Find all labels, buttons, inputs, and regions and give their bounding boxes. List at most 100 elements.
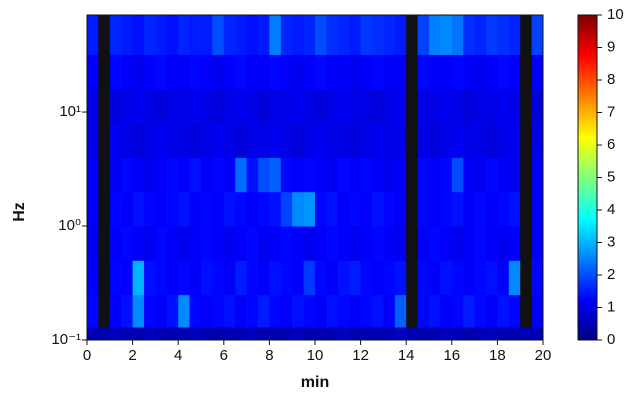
heatmap-cell: [497, 327, 510, 341]
heatmap-cell: [440, 191, 453, 227]
heatmap-cell: [201, 226, 213, 261]
heatmap-cell: [166, 294, 179, 328]
colorbar-step: [578, 323, 597, 328]
heatmap-cell: [372, 123, 384, 158]
heatmap-cell: [508, 123, 521, 158]
heatmap-cell: [474, 88, 487, 124]
heatmap-cell: [315, 54, 327, 90]
heatmap-cell: [349, 294, 362, 328]
heatmap-cell: [109, 88, 122, 124]
heatmap-cell: [429, 15, 441, 55]
heatmap-cell: [280, 54, 293, 90]
colorbar-step: [578, 119, 597, 123]
heatmap-cell: [508, 260, 521, 296]
heatmap-cell: [212, 54, 225, 90]
heatmap-cell: [235, 260, 248, 296]
heatmap-cell: [394, 54, 407, 90]
colorbar-step: [578, 112, 597, 117]
colorbar-step: [578, 106, 597, 110]
colorbar-step: [578, 252, 597, 256]
colorbar-step: [578, 223, 597, 227]
x-tick-label: 10: [307, 347, 324, 364]
colorbar-step: [578, 216, 597, 221]
heatmap-cell: [223, 88, 236, 124]
heatmap-cell: [383, 123, 396, 158]
colorbar-step: [578, 229, 597, 234]
colorbar-step: [578, 31, 597, 35]
heatmap-cell: [486, 327, 498, 341]
heatmap-cell: [394, 260, 407, 296]
heatmap-cell: [178, 226, 191, 261]
colorbar-step: [578, 115, 597, 120]
heatmap-cell: [280, 327, 293, 341]
colorbar-step: [578, 180, 597, 185]
colorbar-step: [578, 297, 597, 302]
heatmap-cell: [132, 54, 145, 90]
heatmap-cell: [212, 88, 225, 124]
heatmap-cell: [201, 260, 213, 296]
heatmap-cell: [463, 327, 476, 341]
heatmap-cell: [280, 123, 293, 158]
heatmap-cell: [258, 123, 270, 158]
heatmap-cell: [360, 88, 373, 124]
heatmap-cell: [189, 294, 202, 328]
heatmap-cell: [349, 226, 362, 261]
heatmap-cell: [463, 157, 476, 193]
heatmap-cell: [474, 123, 487, 158]
heatmap-cell: [303, 226, 316, 261]
heatmap-cell: [417, 123, 430, 158]
colorbar-tick-label: 9: [607, 38, 615, 55]
heatmap-cell: [474, 15, 487, 55]
colorbar-tick-label: 6: [607, 136, 615, 153]
colorbar-step: [578, 333, 597, 338]
heatmap-cell: [474, 226, 487, 261]
colorbar-step: [578, 89, 597, 94]
heatmap-cell: [417, 226, 430, 261]
heatmap-cell: [520, 260, 533, 296]
heatmap-cell: [166, 15, 179, 55]
heatmap-cell: [303, 191, 316, 227]
heatmap-cell: [201, 123, 213, 158]
heatmap-cell: [315, 191, 327, 227]
heatmap-cell: [372, 157, 384, 193]
heatmap-cell: [429, 157, 441, 193]
heatmap-cell: [383, 294, 396, 328]
heatmap-cell: [166, 88, 179, 124]
heatmap-cell: [98, 260, 111, 296]
colorbar-step: [578, 206, 597, 211]
heatmap-cell: [235, 88, 248, 124]
heatmap-cell: [406, 54, 419, 90]
colorbar-step: [578, 284, 597, 289]
heatmap-cell: [429, 191, 441, 227]
heatmap-cell: [109, 226, 122, 261]
heatmap-cell: [531, 226, 544, 261]
heatmap-cell: [121, 260, 134, 296]
heatmap-cell: [417, 327, 430, 341]
x-tick-label: 6: [220, 347, 228, 364]
heatmap-cell: [406, 15, 419, 55]
colorbar-step: [578, 200, 597, 204]
colorbar-step: [578, 67, 597, 71]
heatmap-cell: [383, 88, 396, 124]
heatmap-cell: [223, 294, 236, 328]
x-tick-label: 4: [174, 347, 182, 364]
colorbar-step: [578, 50, 597, 55]
heatmap-cell: [87, 260, 99, 296]
heatmap-cell: [109, 191, 122, 227]
colorbar-step: [578, 193, 597, 198]
heatmap-cell: [246, 54, 259, 90]
heatmap-cell: [132, 123, 145, 158]
heatmap-cell: [132, 191, 145, 227]
colorbar-step: [578, 177, 597, 182]
colorbar-step: [578, 154, 597, 159]
heatmap-cell: [258, 226, 270, 261]
colorbar-step: [578, 314, 597, 318]
heatmap-cell: [531, 191, 544, 227]
x-axis-label: min: [301, 374, 329, 391]
heatmap-cell: [337, 54, 350, 90]
heatmap-cell: [132, 88, 145, 124]
heatmap-cell: [98, 226, 111, 261]
colorbar-step: [578, 271, 597, 276]
heatmap-cell: [98, 54, 111, 90]
heatmap-cell: [520, 15, 533, 55]
